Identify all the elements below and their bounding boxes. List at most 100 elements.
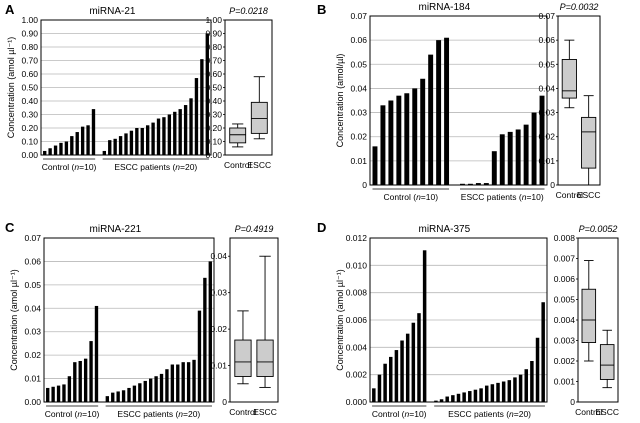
bar-escc — [507, 380, 512, 402]
y-tick-label: 1.00 — [21, 15, 38, 25]
bar-escc — [116, 391, 120, 402]
box-y-tick-label: 0.001 — [554, 377, 576, 387]
bar-escc — [127, 387, 131, 402]
box-y-tick-label: 0.003 — [554, 336, 576, 346]
y-tick-label: 0.07 — [350, 11, 367, 21]
bar-escc — [439, 399, 444, 402]
box-y-tick-label: 0 — [550, 180, 555, 190]
boxplot-frame — [557, 15, 601, 186]
group-label-escc: ESCC patients (n=10) — [461, 192, 544, 202]
bar-escc — [513, 377, 517, 402]
y-tick-label: 0.07 — [24, 233, 41, 243]
bar-control — [404, 93, 410, 185]
bar-escc — [183, 105, 188, 155]
box-y-tick-label: 0.06 — [538, 35, 555, 45]
y-tick-label: 0.10 — [21, 137, 38, 147]
y-tick-label: 0.06 — [24, 256, 41, 266]
group-label-control: Control (n=10) — [45, 409, 100, 419]
bar-control — [377, 374, 382, 402]
box-y-tick-label: 0.00 — [205, 150, 222, 160]
bar-escc — [178, 109, 182, 155]
group-label-escc: ESCC patients (n=20) — [117, 409, 200, 419]
bar-escc — [129, 130, 134, 155]
bar-control — [78, 361, 82, 402]
chart-title: miRNA-375 — [418, 224, 470, 235]
bar-control — [372, 146, 378, 185]
box-y-tick-label: 0.005 — [554, 295, 576, 305]
box-category-label: ESCC — [577, 190, 601, 200]
box-y-tick-label: 0.30 — [205, 110, 222, 120]
box-y-tick-label: 0.50 — [205, 83, 222, 93]
box-y-tick-label: 0.03 — [210, 288, 227, 298]
y-tick-label: 0.90 — [21, 29, 38, 39]
bar-escc — [484, 385, 489, 402]
box-escc — [599, 344, 615, 380]
bar-escc — [515, 129, 521, 185]
box-y-tick-label: 0 — [570, 397, 575, 407]
bar-escc — [524, 369, 528, 402]
bar-control — [83, 358, 88, 402]
group-label-control: Control (n=10) — [42, 162, 97, 172]
bar-control — [75, 132, 79, 155]
bar-escc — [479, 388, 483, 402]
bar-control — [56, 385, 61, 402]
box-category-label: Control — [575, 407, 603, 417]
bar-escc — [108, 140, 112, 155]
box-y-tick-label: 0.80 — [205, 42, 222, 52]
bar-escc — [111, 392, 115, 402]
bar-escc — [208, 261, 212, 402]
box-y-tick-label: 0.70 — [205, 56, 222, 66]
box-y-tick-label: 0.01 — [538, 156, 555, 166]
panel-letter: D — [317, 220, 326, 235]
bar-escc — [490, 384, 495, 402]
box-y-tick-label: 0 — [222, 397, 227, 407]
bar-escc — [102, 150, 107, 155]
box-y-tick-label: 0.04 — [538, 83, 555, 93]
bar-escc — [535, 337, 540, 402]
bar-escc — [145, 125, 150, 155]
bar-escc — [181, 362, 185, 402]
bar-escc — [445, 396, 449, 402]
p-value: P=0.0032 — [560, 2, 599, 12]
bar-escc — [194, 78, 199, 155]
bar-control — [51, 386, 55, 402]
y-tick-label: 0.05 — [24, 280, 41, 290]
bar-control — [53, 145, 58, 155]
box-category-label: ESCC — [253, 407, 277, 417]
y-tick-label: 0.00 — [24, 397, 41, 407]
bar-escc — [462, 392, 466, 402]
bar-escc — [460, 183, 465, 185]
y-axis-label: Concentration (amol µl⁻¹) — [335, 269, 345, 370]
boxplot-frame — [229, 237, 279, 403]
bar-control — [67, 376, 72, 402]
bar-escc — [156, 118, 161, 155]
bar-escc — [140, 128, 144, 155]
bar-escc — [499, 134, 505, 185]
box-y-tick-label: 0.006 — [554, 274, 576, 284]
bar-control — [396, 95, 402, 185]
y-tick-label: 0.03 — [350, 108, 367, 118]
panel-letter: C — [5, 220, 15, 235]
box-y-tick-label: 0.07 — [538, 11, 555, 21]
box-escc — [250, 101, 268, 134]
plot-frame — [369, 15, 548, 186]
bar-control — [94, 305, 99, 402]
bar-control — [372, 388, 376, 402]
bar-control — [436, 40, 442, 186]
bar-control — [394, 350, 399, 402]
y-tick-label: 0.80 — [21, 42, 38, 52]
bar-escc — [176, 364, 180, 402]
y-tick-label: 0.04 — [350, 83, 367, 93]
bar-control — [411, 322, 416, 402]
y-tick-label: 0.004 — [346, 342, 368, 352]
panel-letter: A — [5, 2, 15, 17]
bar-escc — [132, 385, 137, 402]
bar-escc — [121, 390, 126, 402]
bar-control — [91, 109, 96, 155]
y-tick-label: 0.002 — [346, 370, 368, 380]
y-axis-label: Concentration (amol µl⁻¹) — [6, 37, 16, 138]
box-y-tick-label: 0.007 — [554, 254, 576, 264]
p-value: P=0.4919 — [235, 224, 274, 234]
bar-escc — [154, 376, 158, 402]
